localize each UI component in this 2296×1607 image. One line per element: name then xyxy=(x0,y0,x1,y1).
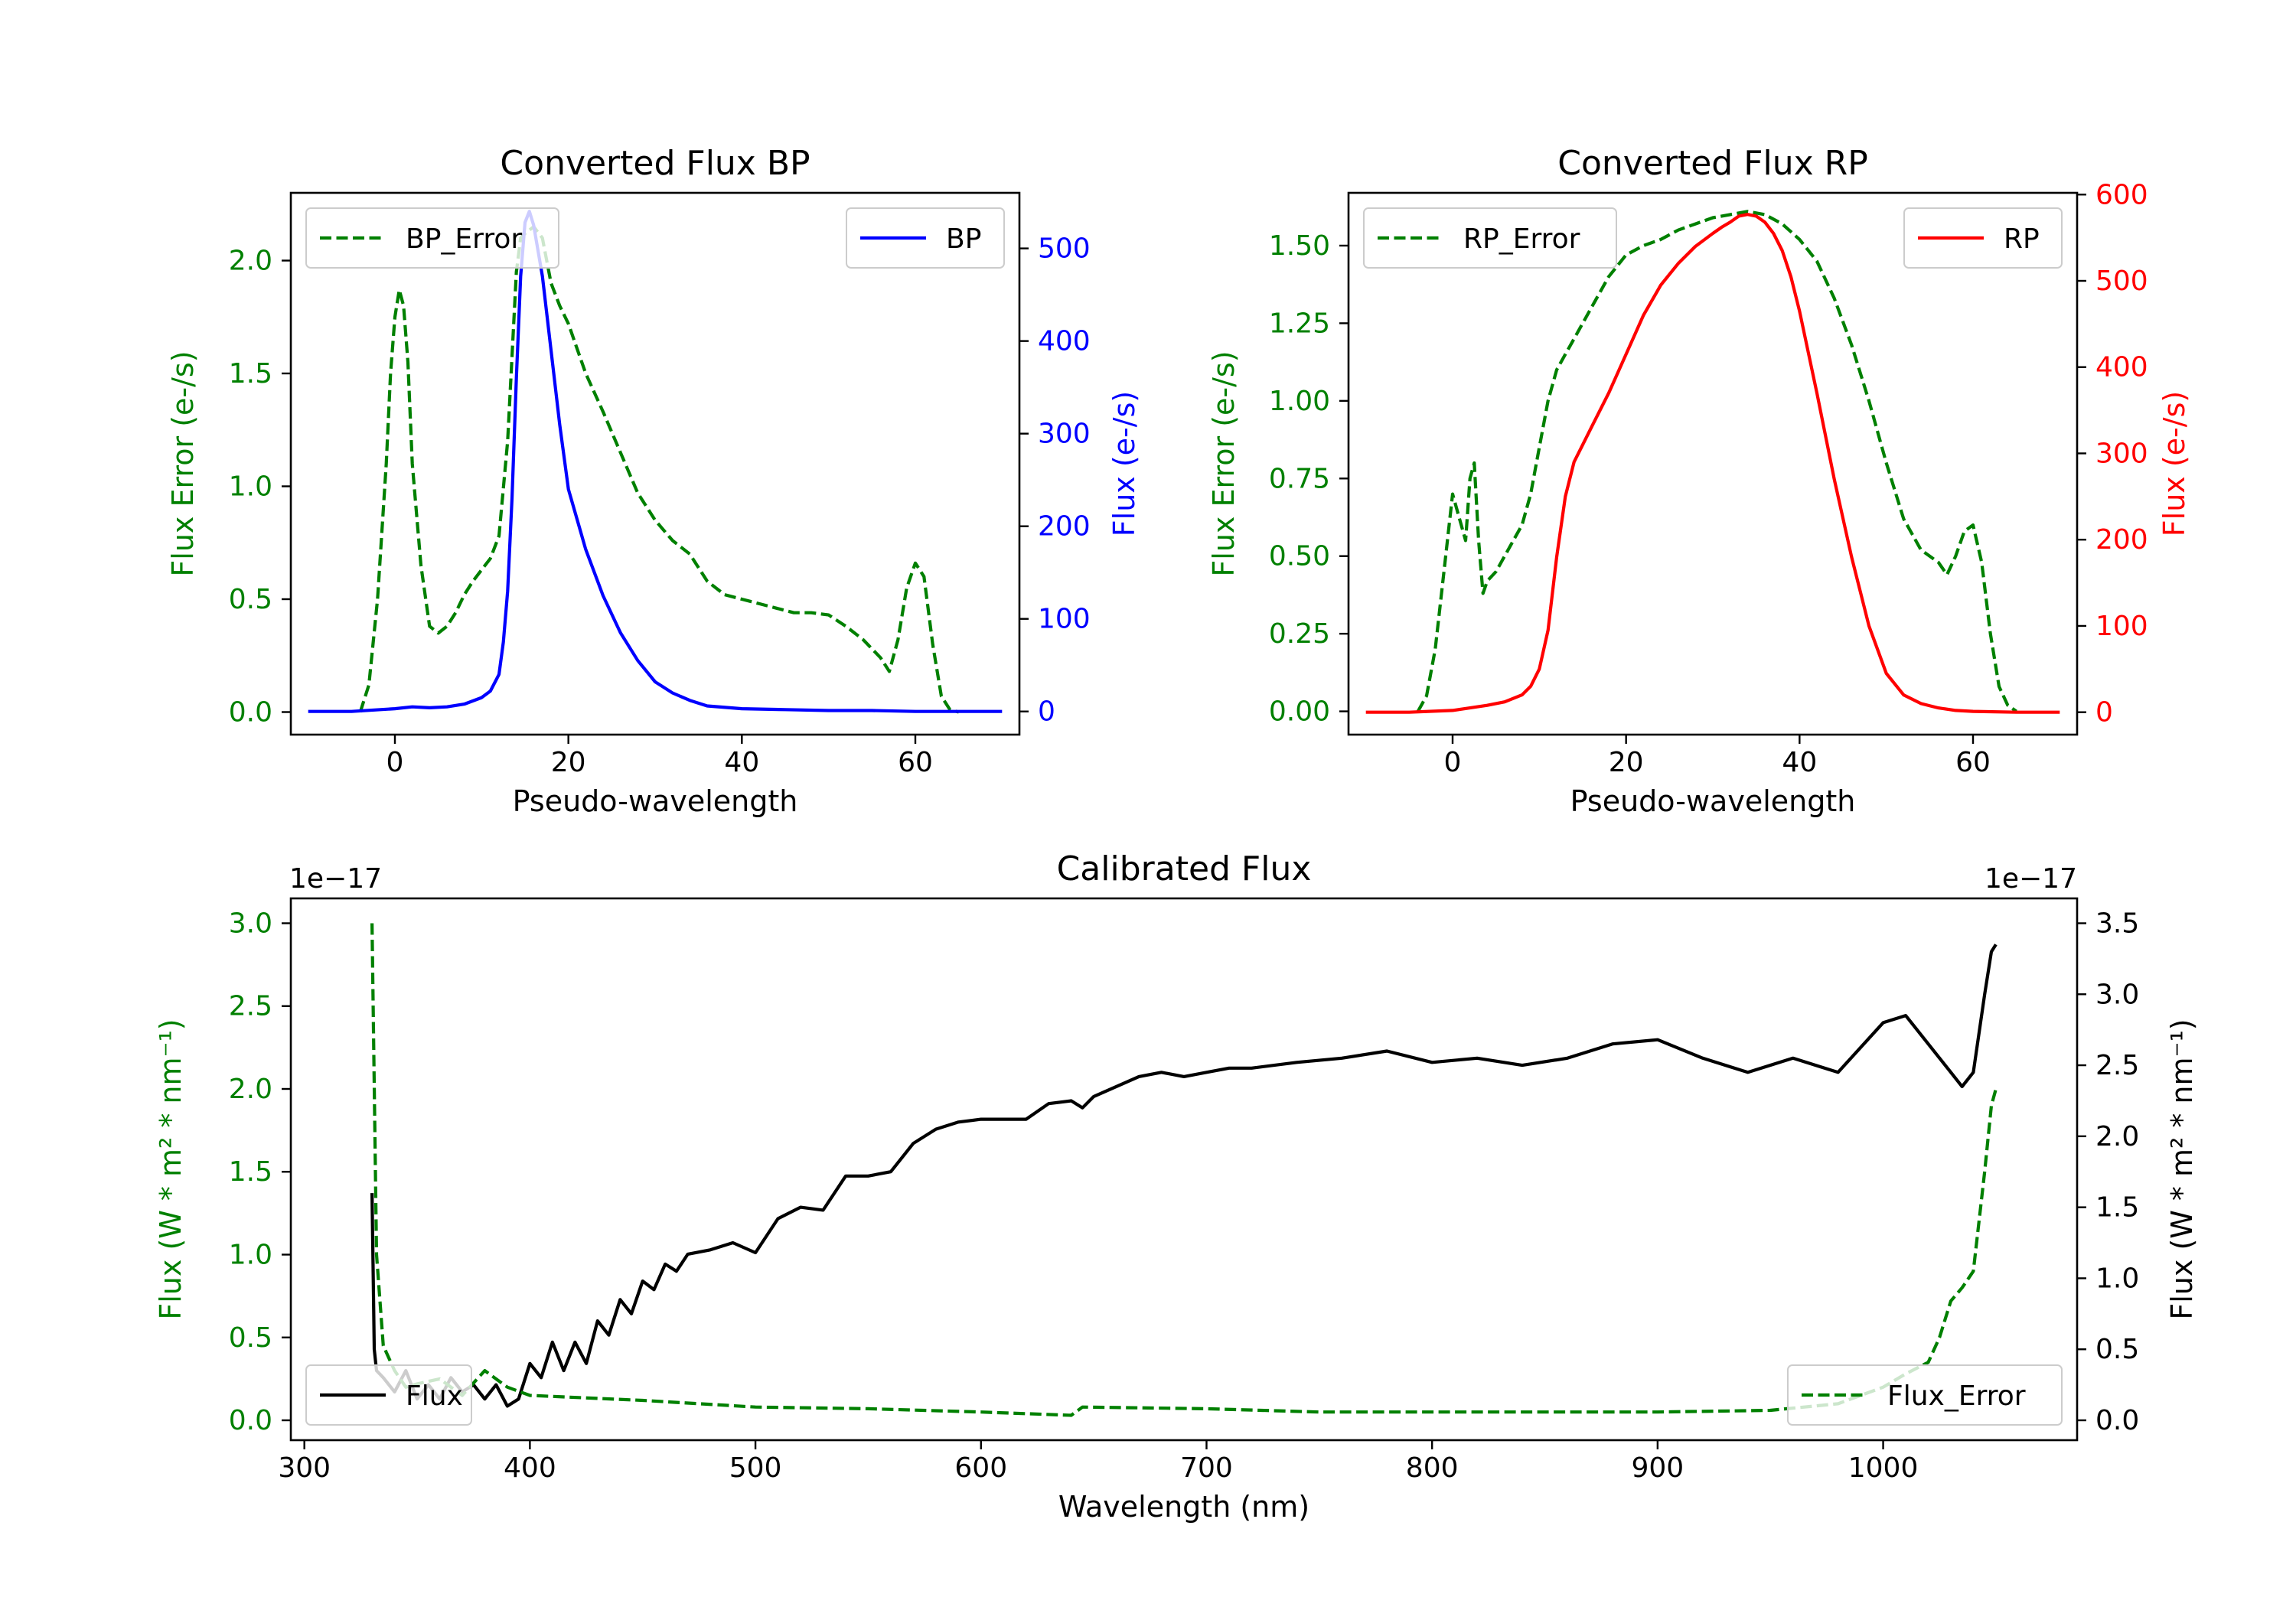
calibrated-ytick-left-label: 0.0 xyxy=(229,1405,272,1436)
calibrated-xtick-label: 1000 xyxy=(1848,1452,1919,1484)
calibrated-xlabel: Wavelength (nm) xyxy=(1058,1490,1309,1524)
calibrated-ytick-left-label: 1.5 xyxy=(229,1156,272,1188)
calibrated-xtick-label: 600 xyxy=(954,1452,1007,1484)
calibrated-xtick-label: 400 xyxy=(504,1452,556,1484)
rp-ytick-left-label: 1.00 xyxy=(1269,386,1330,417)
calibrated-ytick-right-label: 2.5 xyxy=(2095,1050,2139,1081)
bp-xlabel: Pseudo-wavelength xyxy=(513,784,798,818)
calibrated-ytick-left-label: 2.0 xyxy=(229,1074,272,1105)
bp-ytick-left-label: 1.0 xyxy=(229,471,272,503)
calibrated-legend-right: Flux_Error xyxy=(1787,1364,2063,1426)
bp-ytick-right-label: 200 xyxy=(1038,511,1091,543)
calibrated-legend-right-label: Flux_Error xyxy=(1887,1380,2026,1412)
calibrated-ytick-left-label: 2.5 xyxy=(229,991,272,1022)
rp-ylabel-right: Flux (e-/s) xyxy=(2157,391,2191,536)
rp-ytick-right-label: 300 xyxy=(2095,438,2148,469)
bp-ytick-right-label: 300 xyxy=(1038,419,1091,450)
rp-ylabel-left: Flux Error (e-/s) xyxy=(1207,350,1241,576)
rp-xtick-label: 20 xyxy=(1609,747,1644,778)
calibrated-ytick-right-label: 1.0 xyxy=(2095,1263,2139,1294)
bp-series-bp-error-line xyxy=(358,225,960,714)
rp-xlabel: Pseudo-wavelength xyxy=(1570,784,1856,818)
calibrated-series-flux-line xyxy=(370,944,1998,1408)
bp-xtick-label: 0 xyxy=(386,747,404,778)
bp-xtick-label: 40 xyxy=(724,747,759,778)
bp-axes-frame xyxy=(289,191,1021,736)
bp-ytick-left-label: 0.5 xyxy=(229,584,272,615)
calibrated-legend-left-label: Flux xyxy=(406,1380,463,1412)
rp-ytick-left-label: 1.25 xyxy=(1269,308,1330,339)
rp-series-rp-line xyxy=(1365,213,2060,714)
rp-xtick-label: 60 xyxy=(1955,747,1991,778)
calibrated-axes-frame xyxy=(289,897,2079,1442)
bp-ytick-left-label: 2.0 xyxy=(229,246,272,277)
calibrated-legend-left-box xyxy=(305,1364,472,1426)
bp-ytick-right-label: 0 xyxy=(1038,696,1055,728)
calibrated-ytick-left-label: 1.0 xyxy=(229,1240,272,1271)
rp-ytick-left-label: 1.50 xyxy=(1269,230,1330,262)
calibrated-series-flux-error-line xyxy=(370,923,1998,1417)
bp-legend-left-box xyxy=(305,207,559,269)
calibrated-ytick-right-label: 2.0 xyxy=(2095,1121,2139,1152)
rp-ytick-left-label: 0.25 xyxy=(1269,618,1330,650)
calibrated-ytick-right-label: 3.0 xyxy=(2095,979,2139,1010)
bp-ytick-right-label: 500 xyxy=(1038,233,1091,265)
rp-ytick-left-label: 0.50 xyxy=(1269,541,1330,572)
bp-ytick-left-label: 0.0 xyxy=(229,697,272,729)
calibrated-legend-right-box xyxy=(1787,1364,2063,1426)
rp-ytick-right-label: 0 xyxy=(2095,697,2113,729)
rp-xtick-label: 40 xyxy=(1782,747,1817,778)
rp-legend-right: RP xyxy=(1903,207,2063,269)
calibrated-title: Calibrated Flux xyxy=(1057,849,1312,888)
rp-ytick-right-label: 400 xyxy=(2095,352,2148,383)
calibrated-ytick-right-label: 0.5 xyxy=(2095,1334,2139,1365)
bp-legend-left: BP_Error xyxy=(305,207,559,269)
rp-axes-frame xyxy=(1347,191,2079,736)
calibrated-ylabel-left: Flux (W * m² * nm⁻¹) xyxy=(154,1019,188,1319)
rp-ytick-right-label: 100 xyxy=(2095,611,2148,642)
rp-ytick-right-label: 500 xyxy=(2095,266,2148,297)
calibrated-panel: Calibrated Flux 300 400 500 600 700 800 900 1000… xyxy=(154,849,2199,1524)
rp-legend-left: RP_Error xyxy=(1363,207,1617,269)
bp-ytick-left-label: 1.5 xyxy=(229,358,272,390)
calibrated-ytick-left-label: 0.5 xyxy=(229,1322,272,1354)
bp-legend-left-label: BP_Error xyxy=(406,223,522,255)
rp-ytick-right-label: 600 xyxy=(2095,179,2148,210)
bp-ylabel-right: Flux (e-/s) xyxy=(1107,391,1141,536)
calibrated-offset-right: 1e−17 xyxy=(1985,863,2077,895)
bp-title: Converted Flux BP xyxy=(500,144,810,183)
bp-ytick-right-label: 400 xyxy=(1038,326,1091,357)
rp-title: Converted Flux RP xyxy=(1557,144,1868,183)
bp-legend-right-label: BP xyxy=(946,223,981,255)
rp-ytick-left-label: 0.75 xyxy=(1269,463,1330,494)
rp-ytick-right-label: 200 xyxy=(2095,524,2148,556)
rp-legend-left-label: RP_Error xyxy=(1463,223,1580,255)
calibrated-xtick-label: 700 xyxy=(1180,1452,1233,1484)
calibrated-xtick-label: 500 xyxy=(729,1452,782,1484)
rp-series-rp-error-line xyxy=(1416,210,2017,713)
bp-ytick-right-label: 100 xyxy=(1038,604,1091,635)
bp-ylabel-left: Flux Error (e-/s) xyxy=(166,350,200,576)
calibrated-offset-left: 1e−17 xyxy=(289,863,382,895)
calibrated-ytick-right-label: 3.5 xyxy=(2095,908,2139,939)
calibrated-legend-left: Flux xyxy=(305,1364,472,1426)
rp-legend-right-label: RP xyxy=(2004,223,2040,255)
bp-xtick-label: 60 xyxy=(898,747,933,778)
calibrated-ytick-right-label: 1.5 xyxy=(2095,1192,2139,1224)
calibrated-ytick-right-label: 0.0 xyxy=(2095,1405,2139,1436)
bp-series-bp-line xyxy=(308,210,1003,713)
rp-ytick-left-label: 0.00 xyxy=(1269,696,1330,728)
bp-panel: Converted Flux BP 0 20 40 60 0.0 0.5 1.0 1.5 2.0 0… xyxy=(166,144,1141,818)
bp-xtick-label: 20 xyxy=(551,747,586,778)
calibrated-xtick-label: 900 xyxy=(1632,1452,1684,1484)
calibrated-xtick-label: 800 xyxy=(1406,1452,1459,1484)
rp-xtick-label: 0 xyxy=(1444,747,1462,778)
rp-panel: Converted Flux RP 0 20 40 60 0.00 0.25 0.50 0.75… xyxy=(1207,144,2191,818)
calibrated-ytick-left-label: 3.0 xyxy=(229,908,272,939)
rp-legend-left-box xyxy=(1363,207,1617,269)
bp-legend-right: BP xyxy=(846,207,1005,269)
calibrated-xtick-label: 300 xyxy=(278,1452,331,1484)
calibrated-ylabel-right: Flux (W * m² * nm⁻¹) xyxy=(2165,1019,2199,1319)
